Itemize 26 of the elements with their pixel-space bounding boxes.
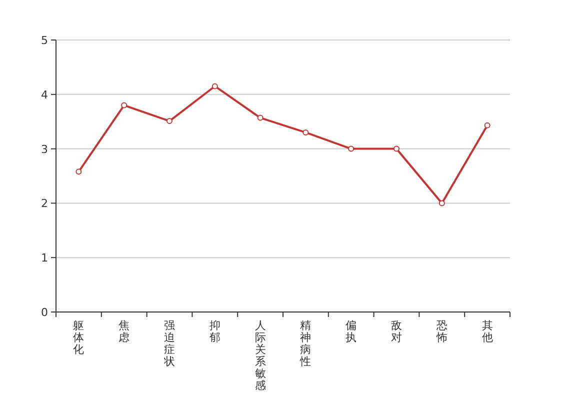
point bbox=[166, 118, 172, 124]
x-tick-label: 其他 bbox=[482, 319, 493, 344]
y-tick-label: 2 bbox=[41, 197, 48, 210]
point bbox=[212, 83, 218, 90]
point bbox=[302, 129, 309, 136]
point bbox=[348, 146, 354, 152]
x-tick-label: 躯体化 bbox=[73, 319, 84, 356]
x-tick-label: 抑郁 bbox=[209, 319, 220, 344]
y-tick-label: 0 bbox=[41, 306, 48, 319]
y-tick-label: 1 bbox=[41, 252, 48, 265]
point bbox=[76, 168, 82, 175]
point bbox=[394, 146, 400, 152]
x-tick-label: 强迫症状 bbox=[163, 319, 175, 368]
y-tick-label: 4 bbox=[41, 88, 48, 102]
x-tick-label: 精神病性 bbox=[299, 319, 312, 368]
point bbox=[438, 200, 445, 206]
x-tick-label: 焦虑 bbox=[118, 319, 130, 344]
point bbox=[257, 114, 264, 121]
y-tick-label: 5 bbox=[41, 34, 48, 47]
x-tick-label: 偏执 bbox=[346, 319, 357, 344]
point bbox=[121, 102, 128, 108]
x-tick-label: 敌对 bbox=[391, 319, 402, 344]
x-tick-label: 人际关系敏感 bbox=[254, 319, 266, 392]
point bbox=[484, 122, 490, 128]
x-tick-label: 恐怖 bbox=[435, 319, 448, 344]
y-tick-label: 3 bbox=[41, 142, 48, 156]
